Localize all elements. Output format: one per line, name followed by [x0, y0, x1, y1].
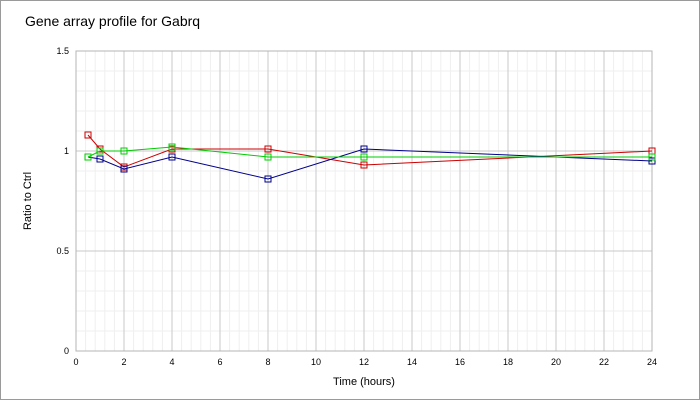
series-line [87, 146, 652, 158]
y-axis-ticks: 0 0.5 1 1.5 [56, 46, 69, 356]
y-tick-label: 0.5 [56, 246, 69, 256]
data-point-marker [168, 153, 176, 161]
x-tick-label: 8 [265, 357, 270, 367]
x-tick-label: 12 [359, 357, 369, 367]
x-tick-label: 10 [311, 357, 321, 367]
data-point-marker [84, 153, 92, 161]
x-axis-ticks: 0 2 4 6 8 10 12 14 16 18 20 22 24 [73, 357, 657, 367]
series-line [87, 148, 653, 180]
data-point-marker [360, 145, 368, 153]
x-tick-label: 20 [551, 357, 561, 367]
series-line [87, 134, 653, 168]
chart-title: Gene array profile for Gabrq [25, 13, 200, 29]
data-point-marker [648, 157, 656, 165]
x-tick-label: 22 [599, 357, 609, 367]
data-point-marker [96, 155, 104, 163]
data-point-marker [168, 143, 176, 151]
x-tick-label: 4 [169, 357, 174, 367]
y-tick-label: 1 [64, 146, 69, 156]
y-tick-label: 1.5 [56, 46, 69, 56]
x-tick-label: 6 [217, 357, 222, 367]
data-point-marker [360, 153, 368, 161]
x-tick-label: 16 [455, 357, 465, 367]
data-point-marker [264, 175, 272, 183]
series-2 [84, 145, 656, 183]
x-tick-label: 14 [407, 357, 417, 367]
plot-frame [75, 50, 653, 352]
data-point-marker [120, 165, 128, 173]
x-axis-title: Time (hours) [333, 376, 395, 388]
data-point-marker [360, 161, 368, 169]
data-point-marker [120, 147, 128, 155]
y-axis-title: Ratio to Ctrl [22, 172, 34, 230]
x-tick-label: 24 [647, 357, 657, 367]
x-tick-label: 18 [503, 357, 513, 367]
x-tick-label: 0 [73, 357, 78, 367]
series-layer [84, 131, 656, 183]
data-point-marker [84, 131, 92, 139]
series-3 [84, 143, 656, 161]
data-point-marker [264, 145, 272, 153]
data-point-marker [648, 153, 656, 161]
data-point-marker [96, 147, 104, 155]
y-tick-label: 0 [64, 346, 69, 356]
data-point-marker [264, 153, 272, 161]
major-grid [76, 51, 652, 351]
x-tick-label: 2 [121, 357, 126, 367]
